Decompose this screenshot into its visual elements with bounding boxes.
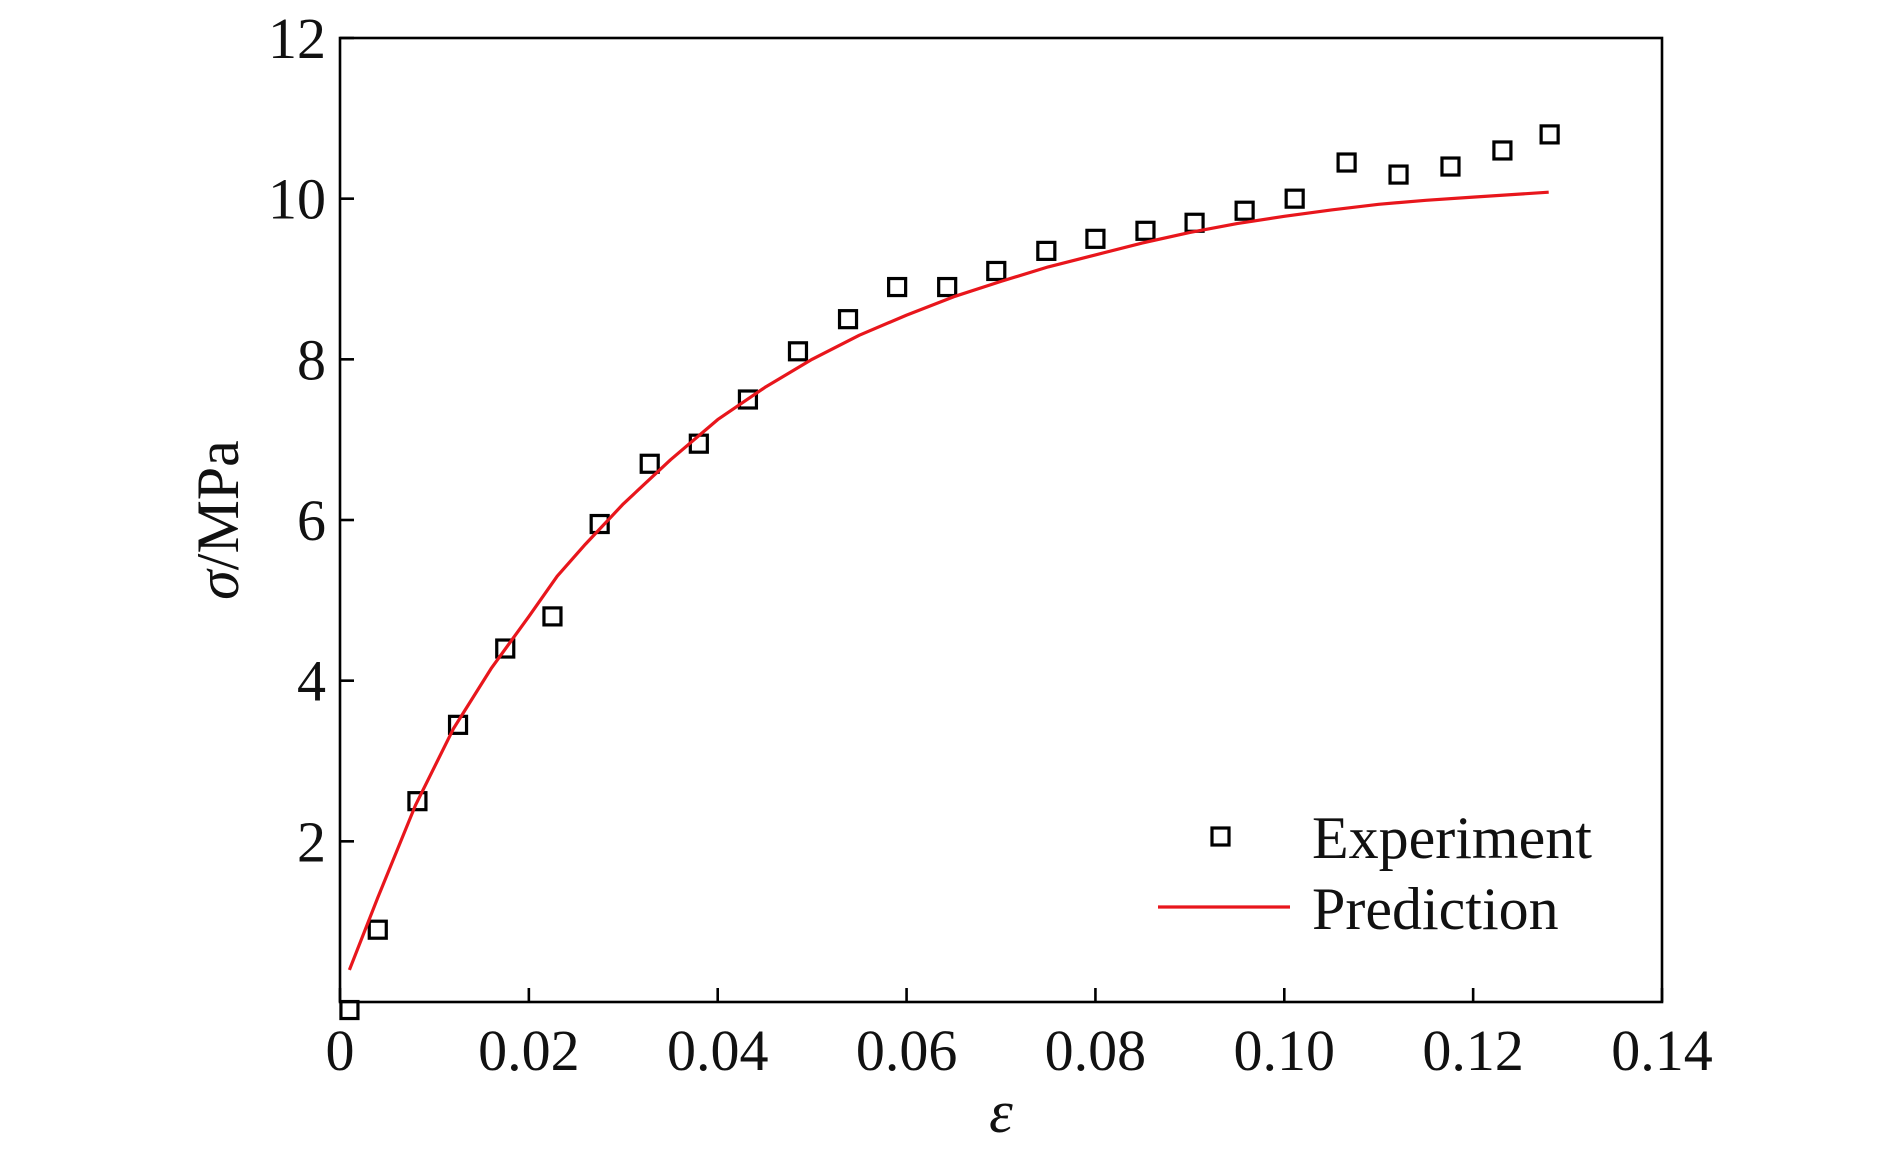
data-point-experiment <box>1135 220 1156 241</box>
y-axis-label: σ/MPa <box>185 440 251 600</box>
x-tick-label: 0.02 <box>478 1018 580 1083</box>
data-point-experiment <box>1036 240 1057 261</box>
plot-area <box>339 124 1560 1021</box>
x-tick-label: 0.14 <box>1611 1018 1713 1083</box>
data-point-experiment <box>1234 200 1255 221</box>
data-point-experiment <box>339 999 360 1021</box>
y-tick-label: 10 <box>268 167 326 232</box>
data-point-experiment <box>639 453 660 474</box>
x-tick-label: 0.04 <box>667 1018 769 1083</box>
data-point-experiment <box>1440 156 1461 177</box>
y-tick-label: 4 <box>297 649 326 714</box>
data-point-experiment <box>986 260 1007 282</box>
y-axis-label-symbol: σ <box>185 568 251 600</box>
legend-label-prediction: Prediction <box>1312 876 1559 942</box>
legend-marker-experiment <box>1210 826 1231 847</box>
x-axis-label: ε <box>989 1079 1013 1145</box>
data-point-experiment <box>1336 152 1357 173</box>
y-tick-label: 12 <box>268 6 326 71</box>
data-point-experiment <box>887 276 908 298</box>
series-line-prediction <box>347 190 1549 971</box>
y-tick-label: 6 <box>297 488 326 553</box>
data-point-experiment <box>1085 228 1106 249</box>
data-point-experiment <box>837 309 859 330</box>
data-point-experiment <box>787 341 809 362</box>
data-point-experiment <box>495 638 516 659</box>
data-point-experiment <box>447 714 469 735</box>
data-point-experiment <box>1284 188 1305 209</box>
x-tick-label: 0.10 <box>1234 1018 1336 1083</box>
data-point-experiment <box>1184 212 1205 233</box>
x-tick-label: 0 <box>326 1018 355 1083</box>
y-axis-label-unit: /MPa <box>185 440 251 570</box>
data-point-experiment <box>589 513 610 535</box>
x-tick-label: 0.06 <box>856 1018 958 1083</box>
data-point-experiment <box>1539 124 1560 145</box>
y-tick-label: 2 <box>297 809 326 874</box>
data-point-experiment <box>542 606 563 627</box>
data-point-experiment <box>367 919 388 940</box>
x-tick-label: 0.12 <box>1422 1018 1524 1083</box>
y-tick-label: 8 <box>297 327 326 392</box>
data-point-experiment <box>1492 140 1513 161</box>
x-tick-label: 0.08 <box>1045 1018 1147 1083</box>
data-point-experiment <box>1388 164 1409 185</box>
axes: 0 0.02 0.04 0.06 0.08 0.10 0.12 0.14 2 4 6 8 10 12 ε σ/… <box>185 6 1713 1145</box>
data-point-experiment <box>737 389 759 410</box>
data-point-experiment <box>937 276 958 298</box>
data-point-experiment <box>407 791 428 812</box>
legend-label-experiment: Experiment <box>1312 805 1592 871</box>
